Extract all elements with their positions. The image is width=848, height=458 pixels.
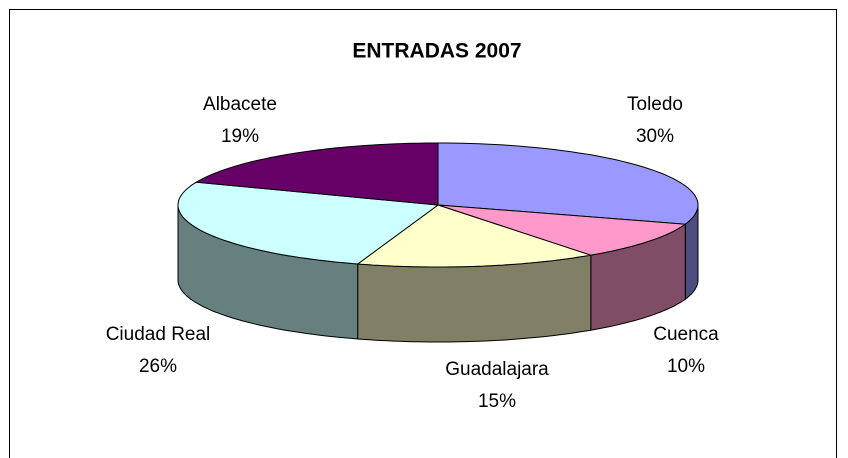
chart-frame — [9, 9, 837, 458]
category-label: Toledo — [627, 94, 683, 115]
pie-side — [357, 254, 592, 343]
value-label: 10% — [667, 356, 705, 377]
pie-slice — [437, 204, 687, 256]
value-label: 15% — [478, 391, 516, 412]
category-label: Cuenca — [653, 324, 719, 345]
value-label: 30% — [636, 126, 674, 147]
pie-slice — [194, 142, 439, 206]
pie-slice — [437, 142, 699, 225]
pie-slice — [356, 204, 591, 268]
chart-title: ENTRADAS 2007 — [352, 40, 521, 63]
pie-slice — [177, 181, 440, 265]
category-label: Albacete — [203, 94, 277, 115]
value-label: 26% — [139, 356, 177, 377]
value-label: 19% — [221, 126, 259, 147]
category-label: Ciudad Real — [106, 324, 211, 345]
category-label: Guadalajara — [445, 359, 549, 380]
